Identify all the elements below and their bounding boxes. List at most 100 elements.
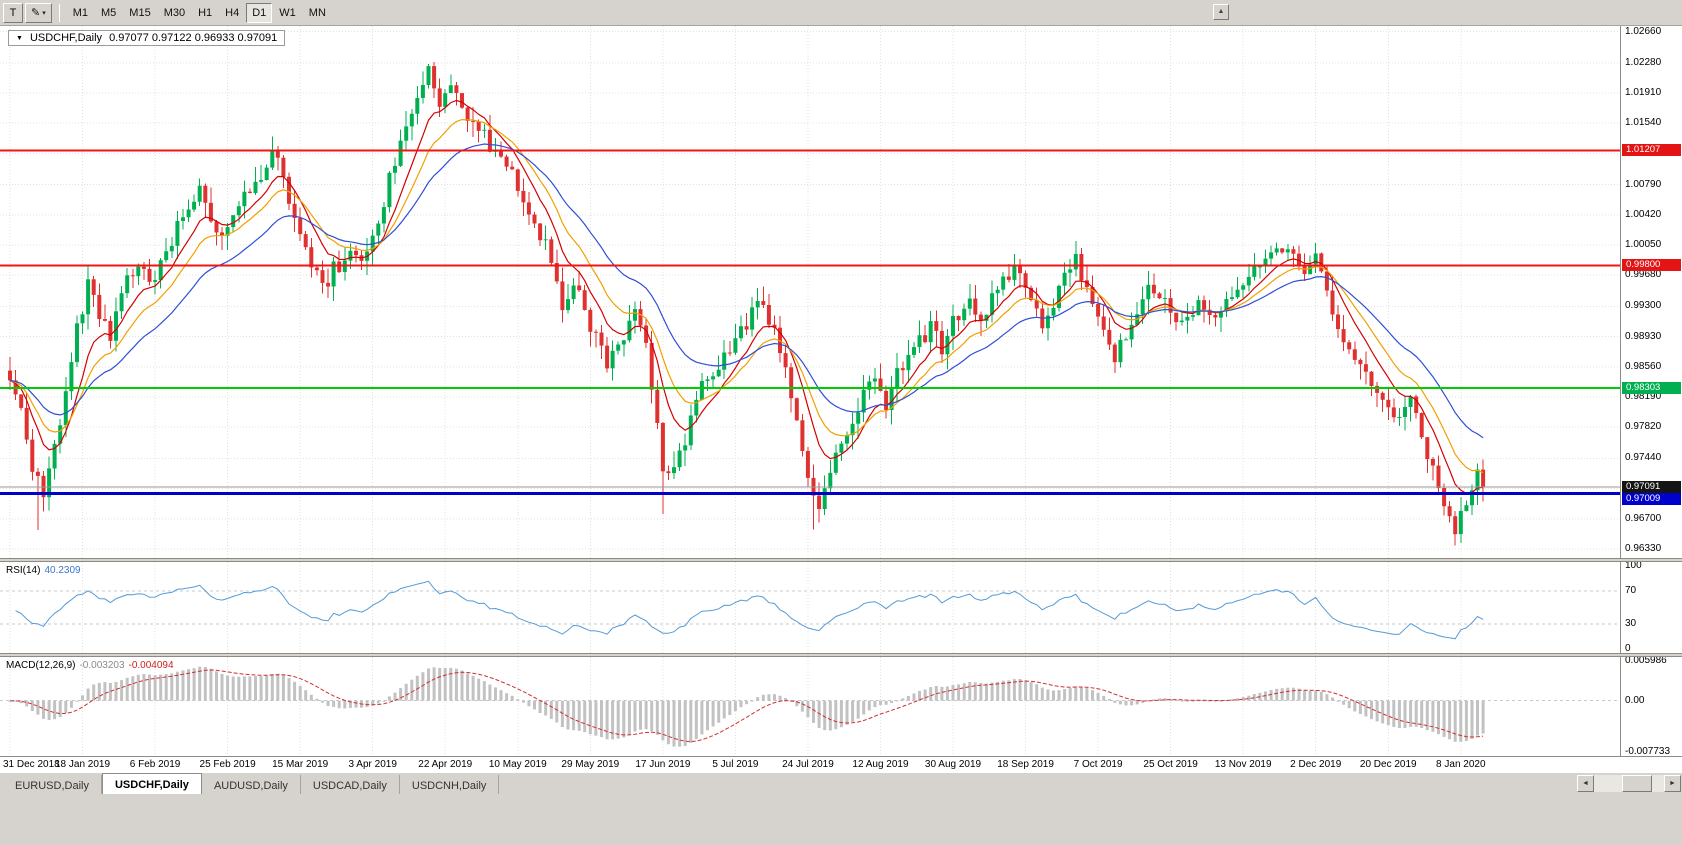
- macd-histogram-bar: [1035, 684, 1039, 701]
- main-chart-panel[interactable]: ▼ USDCHF,Daily 0.97077 0.97122 0.96933 0…: [0, 26, 1620, 558]
- candle-body: [683, 445, 688, 451]
- candle-body: [86, 279, 91, 315]
- macd-histogram-bar: [1291, 687, 1295, 701]
- candle-body: [348, 250, 353, 261]
- chart-tab-usdchf[interactable]: USDCHF,Daily: [101, 773, 202, 794]
- candle-body: [526, 202, 531, 215]
- candle-body: [1252, 266, 1257, 277]
- macd-histogram-bar: [996, 681, 1000, 701]
- macd-histogram-bar: [923, 689, 927, 701]
- horizontal-scrollbar[interactable]: ◄ ►: [1577, 775, 1681, 792]
- candle-body: [314, 267, 319, 271]
- timeframe-button-m1[interactable]: M1: [66, 2, 95, 23]
- candle-body: [432, 66, 437, 89]
- candle-body: [1174, 312, 1179, 323]
- scrollbar-thumb[interactable]: [1622, 775, 1652, 792]
- candle-body: [181, 217, 185, 221]
- timeframe-button-d1[interactable]: D1: [246, 2, 273, 23]
- macd-histogram-bar: [114, 681, 118, 701]
- candle-body: [1363, 364, 1368, 372]
- candle-body: [510, 166, 515, 170]
- timeframe-button-h1[interactable]: H1: [192, 2, 219, 23]
- timeframe-button-h4[interactable]: H4: [219, 2, 246, 23]
- scroll-right-icon: ►: [1669, 780, 1676, 787]
- timeframe-button-w1[interactable]: W1: [273, 2, 302, 23]
- candle-body: [1481, 469, 1486, 487]
- candle-body: [817, 495, 822, 509]
- candle-body: [699, 381, 704, 400]
- price-axis[interactable]: 1.02660 1.02280 1.01910 1.01540 1.00790 1.004…: [1620, 26, 1682, 772]
- panel-resize-separator[interactable]: [0, 653, 1682, 657]
- scroll-up-button[interactable]: ▲: [1213, 4, 1229, 20]
- timeframe-button-m5[interactable]: M5: [95, 2, 123, 23]
- candle-body: [538, 223, 543, 241]
- rsi-panel[interactable]: RSI(14) 40.2309: [0, 562, 1620, 653]
- chart-tab-audusd[interactable]: AUDUSD,Daily: [202, 775, 301, 794]
- candle-body: [387, 172, 392, 208]
- candle-body: [1447, 506, 1452, 517]
- candle-body: [354, 250, 358, 256]
- timeframe-button-m30[interactable]: M30: [157, 2, 192, 23]
- macd-histogram-bar: [427, 668, 430, 701]
- macd-histogram-bar: [1091, 690, 1094, 701]
- candle-body: [247, 191, 252, 193]
- scrollbar-track[interactable]: [1594, 775, 1664, 792]
- macd-histogram-bar: [108, 682, 112, 701]
- macd-histogram-bar: [287, 678, 291, 701]
- timeframe-button-mn[interactable]: MN: [302, 2, 332, 23]
- macd-histogram-bar: [845, 700, 849, 725]
- macd-histogram-bar: [1303, 690, 1307, 701]
- chart-title[interactable]: ▼ USDCHF,Daily 0.97077 0.97122 0.96933 0…: [8, 30, 286, 46]
- macd-histogram-bar: [968, 682, 972, 701]
- chart-tab-eurusd[interactable]: EURUSD,Daily: [3, 775, 102, 794]
- macd-histogram-bar: [1068, 688, 1072, 701]
- date-label: 8 Jan 2020: [1436, 759, 1486, 770]
- candle-body: [1129, 324, 1134, 340]
- macd-histogram-bar: [421, 672, 425, 701]
- macd-histogram-bar: [371, 700, 375, 706]
- draw-tools-button[interactable]: ✎ ▾: [25, 2, 52, 23]
- macd-histogram-bar: [494, 687, 497, 701]
- macd-histogram-bar: [1063, 689, 1067, 701]
- macd-histogram-bar: [538, 700, 542, 713]
- candle-body: [666, 471, 671, 474]
- candle-body: [136, 266, 141, 277]
- date-label: 17 Jun 2019: [635, 759, 691, 770]
- macd-histogram-bar: [499, 690, 503, 701]
- scroll-left-button[interactable]: ◄: [1577, 775, 1594, 792]
- date-axis[interactable]: 31 Dec 2018 18 Jan 2019 6 Feb 2019 25 Feb 2…: [0, 756, 1682, 772]
- candle-body: [805, 451, 810, 478]
- candle-body: [35, 471, 40, 476]
- date-label: 25 Feb 2019: [199, 759, 256, 770]
- macd-histogram-bar: [1174, 699, 1178, 701]
- macd-histogram-bar: [103, 682, 107, 701]
- macd-panel[interactable]: MACD(12,26,9) -0.003203 -0.004094: [0, 657, 1620, 756]
- scroll-right-button[interactable]: ►: [1664, 775, 1681, 792]
- macd-histogram-bar: [1074, 686, 1078, 701]
- candle-body: [337, 261, 342, 273]
- date-label: 24 Jul 2019: [782, 759, 834, 770]
- chart-tab-usdcnh[interactable]: USDCNH,Daily: [400, 775, 500, 794]
- panel-resize-separator[interactable]: [0, 558, 1682, 562]
- macd-histogram-bar: [1236, 698, 1240, 701]
- date-label: 18 Sep 2019: [997, 759, 1054, 770]
- chart-type-button[interactable]: T: [3, 2, 23, 23]
- candle-body: [1425, 437, 1430, 460]
- rsi-axis-label: 0: [1625, 643, 1631, 654]
- macd-histogram-bar: [326, 700, 330, 706]
- macd-canvas[interactable]: [0, 657, 1620, 756]
- date-label: 30 Aug 2019: [924, 759, 982, 770]
- macd-histogram-bar: [215, 671, 218, 701]
- chart-tab-usdcad[interactable]: USDCAD,Daily: [301, 775, 400, 794]
- candle-body: [80, 314, 85, 324]
- candle-body: [582, 290, 587, 310]
- date-label: 25 Oct 2019: [1143, 759, 1198, 770]
- rsi-canvas[interactable]: [0, 562, 1620, 653]
- macd-histogram-bar: [64, 700, 68, 713]
- main-chart-canvas[interactable]: [0, 26, 1620, 558]
- macd-histogram-bar: [47, 700, 51, 720]
- macd-histogram-bar: [1163, 698, 1167, 701]
- timeframe-button-m15[interactable]: M15: [123, 2, 157, 23]
- macd-histogram-bar: [460, 670, 464, 701]
- macd-histogram-bar: [1024, 680, 1028, 701]
